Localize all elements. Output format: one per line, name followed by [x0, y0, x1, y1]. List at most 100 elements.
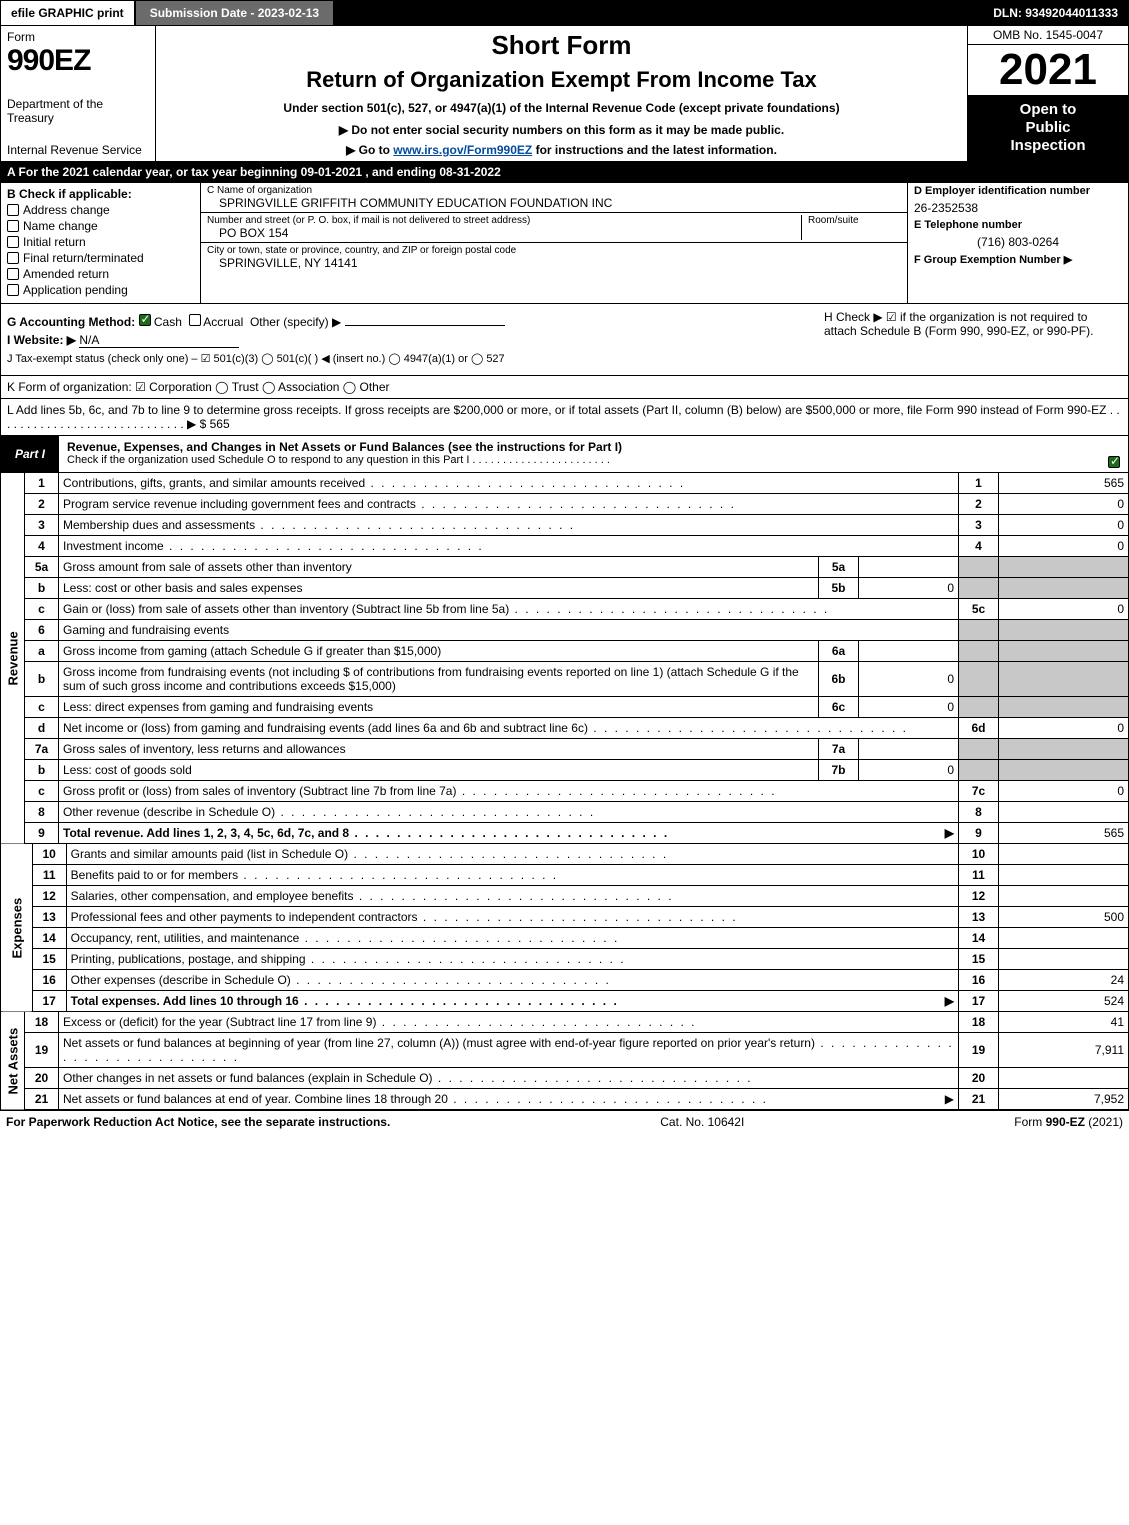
line-row: bLess: cost or other basis and sales exp… [1, 578, 1129, 599]
result-line-value: 0 [999, 494, 1129, 515]
line-description: Salaries, other compensation, and employ… [66, 886, 958, 907]
checkbox-schedule-o[interactable] [1108, 456, 1120, 468]
line-description: Gross amount from sale of assets other t… [59, 557, 819, 578]
checkbox-address-change[interactable] [7, 204, 19, 216]
form-number: 990EZ [7, 44, 149, 78]
line-number: c [25, 697, 59, 718]
line-row: 19Net assets or fund balances at beginni… [1, 1033, 1129, 1068]
line-number: 9 [25, 823, 59, 844]
result-line-num: 18 [959, 1012, 999, 1033]
line-description: Membership dues and assessments [59, 515, 959, 536]
submission-date-button[interactable]: Submission Date - 2023-02-13 [136, 1, 335, 25]
line-row: 6Gaming and fundraising events [1, 620, 1129, 641]
box-b: B Check if applicable: Address change Na… [1, 183, 201, 303]
result-num-grey [959, 620, 999, 641]
line-number: 14 [32, 928, 66, 949]
line-number: 18 [25, 1012, 59, 1033]
inline-box-value [859, 641, 959, 662]
city-value: SPRINGVILLE, NY 14141 [207, 256, 901, 270]
result-line-num: 12 [959, 886, 999, 907]
line-number: 4 [25, 536, 59, 557]
line-k: K Form of organization: ☑ Corporation ◯ … [0, 376, 1129, 399]
inline-box-label: 6a [819, 641, 859, 662]
line-description: Excess or (deficit) for the year (Subtra… [59, 1012, 959, 1033]
inline-box-value: 0 [859, 662, 959, 697]
line-description: Investment income [59, 536, 959, 557]
result-num-grey [959, 697, 999, 718]
result-line-value [999, 886, 1129, 907]
line-number: b [25, 662, 59, 697]
top-bar: efile GRAPHIC print Submission Date - 20… [0, 0, 1129, 26]
result-val-grey [999, 760, 1129, 781]
line-description: Gain or (loss) from sale of assets other… [59, 599, 959, 620]
result-line-value: 500 [999, 907, 1129, 928]
page-footer: For Paperwork Reduction Act Notice, see … [0, 1110, 1129, 1133]
irs-link[interactable]: www.irs.gov/Form990EZ [393, 143, 532, 157]
line-row: 2Program service revenue including gover… [1, 494, 1129, 515]
result-num-grey [959, 578, 999, 599]
footer-catno: Cat. No. 10642I [390, 1115, 1014, 1129]
line-description: Contributions, gifts, grants, and simila… [59, 473, 959, 494]
part1-header: Part I Revenue, Expenses, and Changes in… [0, 436, 1129, 473]
efile-print-button[interactable]: efile GRAPHIC print [1, 1, 136, 25]
addr-value: PO BOX 154 [207, 226, 801, 240]
result-val-grey [999, 620, 1129, 641]
result-val-grey [999, 662, 1129, 697]
line-number: 19 [25, 1033, 59, 1068]
line-row: Expenses10Grants and similar amounts pai… [1, 844, 1129, 865]
result-line-num: 13 [959, 907, 999, 928]
result-line-value: 7,911 [999, 1033, 1129, 1068]
result-val-grey [999, 697, 1129, 718]
result-line-num: 9 [959, 823, 999, 844]
dept-irs: Internal Revenue Service [7, 143, 149, 157]
result-val-grey [999, 578, 1129, 599]
checkbox-final-return[interactable] [7, 252, 19, 264]
result-val-grey [999, 641, 1129, 662]
goto-line: ▶ Go to www.irs.gov/Form990EZ for instru… [164, 143, 959, 157]
result-line-num: 20 [959, 1068, 999, 1089]
checkbox-cash[interactable] [139, 314, 151, 326]
part1-tag: Part I [1, 436, 59, 472]
line-row: 11Benefits paid to or for members11 [1, 865, 1129, 886]
result-line-num: 4 [959, 536, 999, 557]
omb-number: OMB No. 1545-0047 [968, 26, 1128, 45]
inline-box-value: 0 [859, 697, 959, 718]
section-bcdef: B Check if applicable: Address change Na… [0, 183, 1129, 304]
line-number: 1 [25, 473, 59, 494]
dln-label: DLN: 93492044011333 [983, 1, 1128, 25]
line-description: Total revenue. Add lines 1, 2, 3, 4, 5c,… [59, 823, 959, 844]
line-row: 15Printing, publications, postage, and s… [1, 949, 1129, 970]
result-line-value [999, 802, 1129, 823]
subtitle: Under section 501(c), 527, or 4947(a)(1)… [164, 101, 959, 115]
result-line-num: 14 [959, 928, 999, 949]
org-name-value: SPRINGVILLE GRIFFITH COMMUNITY EDUCATION… [207, 196, 901, 210]
line-number: 7a [25, 739, 59, 760]
line-number: 6 [25, 620, 59, 641]
checkbox-application-pending[interactable] [7, 284, 19, 296]
line-row: 16Other expenses (describe in Schedule O… [1, 970, 1129, 991]
result-num-grey [959, 557, 999, 578]
org-name-label: C Name of organization [207, 185, 901, 196]
inline-box-label: 6c [819, 697, 859, 718]
checkbox-accrual[interactable] [189, 314, 201, 326]
checkbox-name-change[interactable] [7, 220, 19, 232]
line-number: 8 [25, 802, 59, 823]
inline-box-value [859, 557, 959, 578]
checkbox-amended-return[interactable] [7, 268, 19, 280]
checkbox-initial-return[interactable] [7, 236, 19, 248]
line-row: dNet income or (loss) from gaming and fu… [1, 718, 1129, 739]
result-line-value: 0 [999, 515, 1129, 536]
line-g: G Accounting Method: Cash Accrual Other … [7, 314, 812, 329]
line-number: 12 [32, 886, 66, 907]
result-num-grey [959, 739, 999, 760]
line-number: 13 [32, 907, 66, 928]
line-i: I Website: ▶ N/A [7, 333, 812, 348]
room-label: Room/suite [808, 215, 901, 226]
line-description: Less: direct expenses from gaming and fu… [59, 697, 819, 718]
expenses-table: Expenses10Grants and similar amounts pai… [0, 844, 1129, 1012]
section-vertical-label: Expenses [1, 844, 33, 1012]
result-line-num: 6d [959, 718, 999, 739]
revenue-table: Revenue1Contributions, gifts, grants, an… [0, 473, 1129, 844]
line-description: Less: cost of goods sold [59, 760, 819, 781]
inline-box-value [859, 739, 959, 760]
